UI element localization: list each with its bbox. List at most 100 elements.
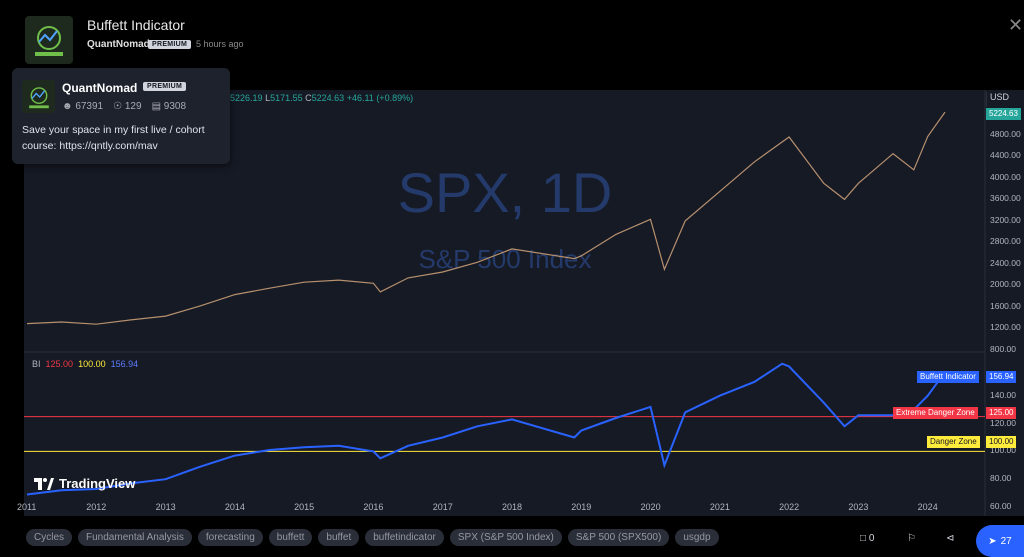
year-tick-label: 2013 [155, 502, 176, 512]
tag-chip[interactable]: forecasting [197, 529, 263, 546]
share-icon: ⊲ [946, 533, 955, 544]
tradingview-logo[interactable]: TradingView [34, 476, 135, 491]
scripts-count: 9308 [163, 101, 187, 112]
comments-button[interactable]: □ 0 [860, 533, 874, 544]
year-tick-label: 2020 [640, 502, 661, 512]
tag-chip[interactable]: SPX (S&P 500 Index) [449, 529, 562, 546]
ohlc-low: 5171.55 [270, 93, 303, 103]
boost-button[interactable]: ➤ 27 [976, 525, 1024, 557]
quantnomad-logo-icon [28, 86, 49, 108]
year-tick-label: 2023 [848, 502, 869, 512]
extreme-zone-value: 125.00 [986, 407, 1017, 419]
extreme-zone-label: Extreme Danger Zone [893, 407, 978, 419]
tag-chip[interactable]: S&P 500 (SPX500) [567, 529, 670, 546]
brand-name: TradingView [59, 476, 136, 491]
ideas-count: 129 [124, 101, 142, 112]
ohlc-change: +46.11 (+0.89%) [346, 93, 414, 103]
bi-value-label: 156.94 [986, 371, 1017, 383]
price-tick-label: 2800.00 [990, 236, 1021, 247]
spx-price-line [26, 111, 946, 325]
indicator-v3: 156.94 [110, 359, 139, 369]
indicator-tick-label: 60.00 [990, 501, 1012, 512]
tag-chip[interactable]: buffet [318, 529, 360, 546]
price-tick-label: 4000.00 [990, 171, 1021, 182]
indicator-tick-label: 140.00 [990, 389, 1016, 400]
author-avatar[interactable] [25, 16, 73, 64]
close-icon[interactable]: ✕ [1008, 15, 1024, 35]
comment-icon: □ [860, 533, 867, 544]
year-tick-label: 2011 [17, 502, 37, 512]
indicator-tick-label: 80.00 [990, 473, 1012, 484]
quantnomad-logo-icon [35, 26, 63, 56]
author-popup: QuantNomad PREMIUM ☻ 67391 ☉ 129 ▤ 9308 … [12, 68, 230, 164]
flag-icon: ⚐ [907, 533, 916, 544]
year-tick-label: 2012 [86, 502, 107, 512]
year-tick-label: 2022 [779, 502, 800, 512]
indicator-tick-label: 100.00 [990, 445, 1016, 456]
scripts-stat: ▤ 9308 [152, 101, 186, 112]
year-tick-label: 2014 [224, 502, 245, 512]
boosts-count: 27 [1000, 535, 1012, 547]
indicator-v1: 125.00 [45, 359, 74, 369]
danger-zone-value: 100.00 [986, 436, 1017, 448]
tag-list: Cycles Fundamental Analysis forecasting buf… [26, 529, 719, 546]
author-name[interactable]: QuantNomad [87, 39, 150, 50]
indicator-tick-label: 120.00 [990, 417, 1016, 428]
popup-avatar[interactable] [22, 80, 55, 113]
premium-badge: PREMIUM [148, 40, 192, 49]
popup-stats: ☻ 67391 ☉ 129 ▤ 9308 [62, 101, 186, 112]
year-tick-label: 2015 [294, 502, 315, 512]
followers-count: 67391 [75, 101, 104, 112]
price-tick-label: 4800.00 [990, 128, 1021, 139]
idea-title: Buffett Indicator [87, 17, 185, 33]
ohlc-high: 5226.19 [230, 93, 263, 103]
bi-series-label: Buffett Indicator [917, 371, 979, 383]
year-tick-label: 2016 [363, 502, 384, 512]
price-tick-label: 2400.00 [990, 257, 1021, 268]
publish-time: 5 hours ago [196, 39, 244, 49]
flag-button[interactable]: ⚐ [907, 533, 916, 544]
watermark-title: SPX, 1D [397, 161, 613, 224]
followers-stat: ☻ 67391 [62, 101, 103, 112]
price-tick-label: 800.00 [990, 344, 1016, 354]
year-tick-label: 2019 [571, 502, 592, 512]
tag-chip[interactable]: usgdp [675, 529, 719, 546]
price-tick-label: 3200.00 [990, 214, 1021, 225]
currency-selector[interactable]: USD [986, 92, 1024, 106]
price-tick-label: 3600.00 [990, 193, 1021, 204]
popup-description: Save your space in my first live / cohor… [22, 124, 205, 152]
tag-chip[interactable]: Cycles [26, 529, 73, 546]
rocket-icon: ➤ [988, 535, 997, 547]
user-icon: ☻ [62, 101, 73, 112]
tag-chip[interactable]: Fundamental Analysis [78, 529, 192, 546]
price-tick-label: 1200.00 [990, 322, 1021, 333]
indicator-pane [24, 362, 985, 496]
price-tick-label: 4400.00 [990, 150, 1021, 161]
price-pane [26, 111, 946, 325]
year-tick-label: 2017 [432, 502, 453, 512]
watermark-subtitle: S&P 500 Index [418, 244, 592, 274]
price-last-label: 5224.63 [986, 108, 1021, 120]
ohlc-legend: 5226.19 L5171.55 C5224.63 +46.11 (+0.89%… [230, 93, 413, 103]
tag-chip[interactable]: buffetindicator [365, 529, 444, 546]
popup-premium-badge: PREMIUM [143, 82, 187, 91]
ohlc-close-key: C [305, 93, 312, 103]
price-tick-label: 2000.00 [990, 279, 1021, 290]
popup-author-name[interactable]: QuantNomad [62, 81, 138, 95]
ideas-stat: ☉ 129 [113, 101, 141, 112]
tradingview-icon [34, 477, 54, 490]
buffett-indicator-line [26, 362, 946, 496]
ohlc-low-key: L [265, 93, 271, 103]
danger-zone-label: Danger Zone [927, 436, 980, 448]
indicator-v2: 100.00 [78, 359, 106, 369]
indicator-name: BI [32, 359, 41, 369]
year-tick-label: 2018 [501, 502, 522, 512]
year-tick-label: 2024 [917, 502, 938, 512]
indicator-legend: BI 125.00 100.00 156.94 [32, 359, 138, 369]
year-tick-label: 2021 [709, 502, 730, 512]
comments-count: 0 [868, 533, 875, 544]
share-button[interactable]: ⊲ [946, 533, 954, 544]
bars-icon: ▤ [151, 101, 162, 112]
tag-chip[interactable]: buffett [268, 529, 313, 546]
